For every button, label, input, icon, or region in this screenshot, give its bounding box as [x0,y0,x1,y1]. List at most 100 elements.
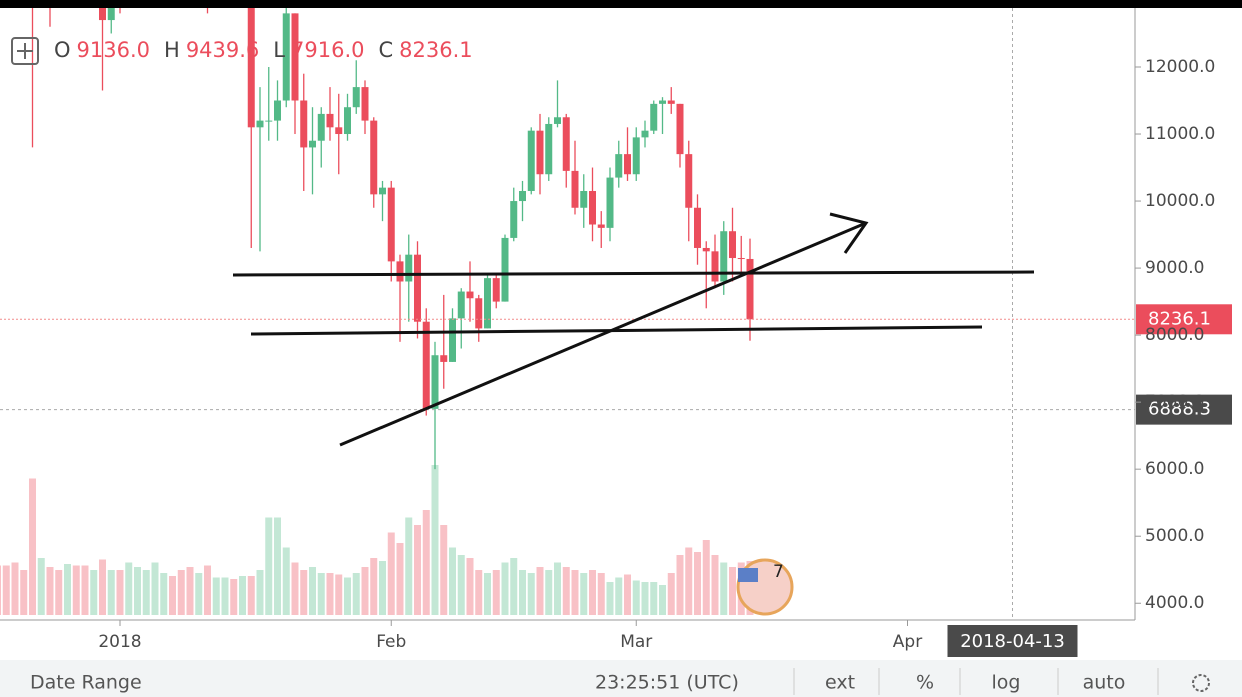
volume-bar [641,582,649,615]
toolbar-button[interactable]: % [916,672,934,694]
candle-body [265,120,273,122]
volume-bar [239,576,246,615]
volume-bar [387,532,395,615]
arrow-head [829,212,869,254]
candle-body [676,103,684,155]
candle-body [344,107,351,135]
chart-background [0,8,1242,660]
legend-key: L [273,38,285,62]
volume-bar [142,570,150,615]
volume-bar [676,555,684,615]
toolbar-button[interactable]: ext [825,672,855,694]
y-tick-label: 6000.0 [1145,459,1204,479]
volume-bar [221,577,229,615]
volume-bar [151,562,159,615]
volume-bar [99,559,106,615]
volume-bar [659,585,666,615]
volume-bar [685,547,693,615]
volume-bar [300,570,308,615]
volume-bar [204,565,211,615]
volume-bar [562,567,570,615]
volume-bar [431,465,439,615]
candle-body [624,154,631,175]
volume-bar [667,573,675,615]
candle-body [510,201,518,238]
volume-bar [536,567,544,615]
volume-bar [326,573,334,615]
y-tick-label: 8000.0 [1145,325,1204,345]
volume-bar [134,567,141,615]
volume-bar [195,573,203,615]
volume-bar [501,562,509,615]
candle-body [466,291,474,299]
volume-bar [317,573,325,615]
volume-bar [492,570,500,615]
volume-bar [212,577,220,615]
volume-bar [414,525,421,615]
drawings [232,212,1035,447]
clock: 23:25:51 (UTC) [595,672,739,694]
candle-body [256,120,264,128]
volume-bar [571,570,579,615]
candle-layer [31,8,754,470]
volume-bar [510,558,518,615]
legend-key: C [378,38,393,62]
volume-bar [335,574,343,615]
trend-line [339,221,867,447]
x-tick-label: Mar [620,632,652,652]
candle-body [326,113,334,128]
volume-bar [20,570,28,615]
candle-body [554,117,561,124]
volume-bar [0,565,1,615]
toolbar-button[interactable]: auto [1083,672,1126,694]
volume-bar [624,574,631,615]
candle-body [484,278,491,329]
candle-body [650,103,658,131]
candle-body [615,154,623,178]
volume-bar [545,570,553,615]
candle-body [352,87,360,108]
crosshair-date-box [947,625,1078,657]
volume-bar [64,564,71,615]
toolbar-background [0,660,1242,697]
candle-body [562,117,570,171]
volume-bar [352,573,360,615]
legend-value: 9439.6 [186,38,259,62]
candle-body [247,8,255,128]
volume-bar [2,565,10,615]
volume-bar [379,561,386,615]
toolbar-button[interactable]: log [992,672,1021,694]
legend-key: O [54,38,71,62]
candle-body [274,100,281,121]
resistance-line [232,270,1035,277]
volume-bar [466,558,474,615]
toolbar: Date Range 23:25:51 (UTC) ext% log auto [30,668,1210,695]
candle-body [300,100,308,148]
candle-body [746,258,754,320]
volume-bar [632,580,640,615]
volume-bar [29,478,36,615]
candle-body [405,254,413,282]
candle-body [475,298,483,329]
candle-body [545,123,553,175]
volume-bar [265,517,273,615]
legend-toggle-icon [17,43,33,59]
y-tick-label: 5000.0 [1145,526,1204,546]
legend-toggle[interactable] [11,37,39,65]
last-price-label: 8236.1 [1148,308,1211,329]
candle-body [449,318,456,362]
settings-button[interactable] [1192,674,1210,692]
volume-bar [160,573,168,615]
candle-body [370,120,378,195]
volume-bar [396,543,404,615]
volume-bar [177,570,185,615]
candle-body [737,258,745,260]
candle-body [396,261,404,282]
candle-body [282,13,290,101]
volume-bar [186,567,194,615]
date-range-button[interactable]: Date Range [30,672,142,694]
candle-body [457,291,465,319]
volume-bar [230,579,238,615]
